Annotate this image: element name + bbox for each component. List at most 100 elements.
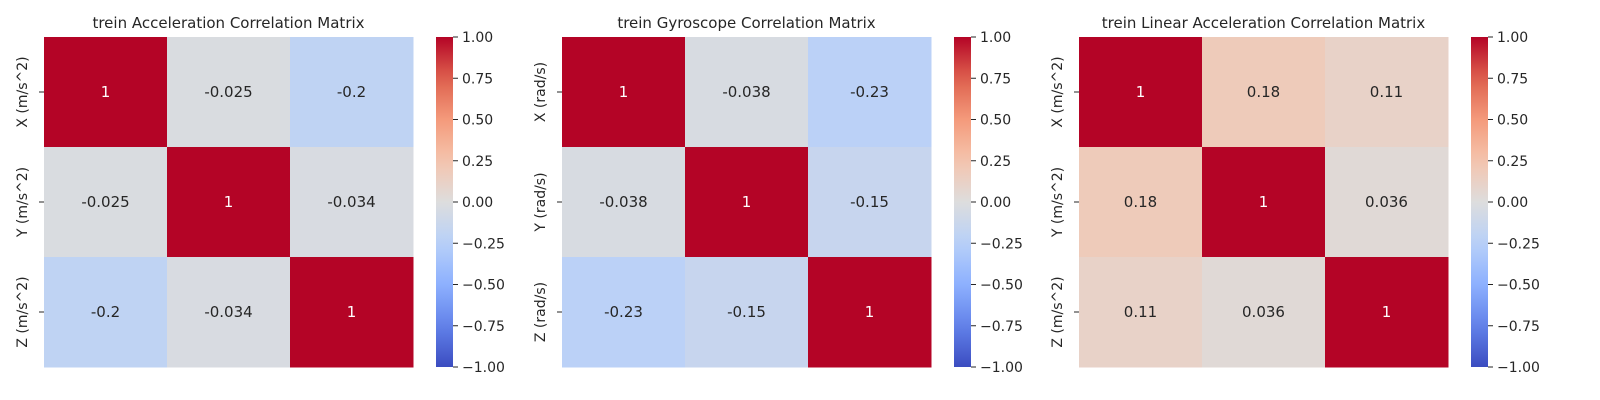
cell-value-label: -0.2 — [337, 83, 366, 101]
colorbar-tick-label: 0.75 — [980, 71, 1011, 87]
cell-value-label: -0.025 — [81, 193, 129, 211]
heatmap-cell — [290, 147, 414, 258]
row-label: Y (m/s^2) — [15, 167, 31, 238]
heatmap-cell — [1202, 257, 1326, 368]
heatmap-cell — [685, 37, 809, 148]
row-label: Z (m/s^2) — [1050, 276, 1066, 347]
cell-value-label: 0.18 — [1247, 83, 1280, 101]
heatmap-cell — [1079, 37, 1203, 148]
colorbar-tick-label: −0.25 — [1497, 236, 1540, 252]
colorbar-tick-label: 1.00 — [462, 30, 493, 46]
cell-value-label: -0.038 — [722, 83, 770, 101]
heatmap-cell — [808, 147, 932, 258]
heatmap-title: trein Gyroscope Correlation Matrix — [617, 14, 875, 32]
cell-value-label: 1 — [865, 303, 875, 321]
colorbar-tick-label: 0.75 — [462, 71, 493, 87]
colorbar-tick-label: 0.25 — [1497, 154, 1528, 170]
cell-value-label: 1 — [1259, 193, 1269, 211]
cell-value-label: -0.15 — [727, 303, 766, 321]
cell-value-label: 0.18 — [1124, 193, 1157, 211]
colorbar — [954, 37, 971, 367]
row-label: Y (rad/s) — [533, 172, 549, 232]
heatmap-title: trein Linear Acceleration Correlation Ma… — [1102, 14, 1426, 32]
heatmap-cell — [1202, 147, 1326, 258]
colorbar-tick-label: −0.25 — [980, 236, 1023, 252]
heatmap-cell — [167, 37, 291, 148]
heatmap-cell — [1079, 257, 1203, 368]
colorbar-tick-label: 0.50 — [462, 113, 493, 129]
cell-value-label: -0.23 — [604, 303, 643, 321]
colorbar-tick-label: 1.00 — [1497, 30, 1528, 46]
colorbar-tick-label: 0.50 — [1497, 113, 1528, 129]
colorbar-tick-label: 0.50 — [980, 113, 1011, 129]
heatmap-cell — [290, 257, 414, 368]
heatmap-cell — [1202, 37, 1326, 148]
cell-value-label: -0.038 — [599, 193, 647, 211]
colorbar-tick-label: −1.00 — [462, 360, 505, 376]
cell-value-label: 1 — [101, 83, 111, 101]
cell-value-label: -0.034 — [327, 193, 375, 211]
heatmap-title: trein Acceleration Correlation Matrix — [92, 14, 364, 32]
colorbar-tick-label: −0.25 — [462, 236, 505, 252]
cell-value-label: -0.2 — [91, 303, 120, 321]
cell-value-label: 1 — [224, 193, 234, 211]
colorbar-tick-label: −0.50 — [1497, 278, 1540, 294]
colorbar-tick-label: 0.25 — [980, 154, 1011, 170]
heatmap-cell — [685, 147, 809, 258]
row-label: X (m/s^2) — [15, 56, 31, 127]
colorbar-tick-label: 0.75 — [1497, 71, 1528, 87]
heatmap-cell — [1079, 147, 1203, 258]
colorbar-tick-label: 0.00 — [980, 195, 1011, 211]
heatmap-panel-2: trein Gyroscope Correlation Matrix 1 -0.03… — [533, 14, 1023, 376]
colorbar-tick-label: −0.75 — [462, 319, 505, 335]
cell-value-label: -0.23 — [850, 83, 889, 101]
heatmap-cell — [167, 147, 291, 258]
heatmap-cell — [44, 37, 168, 148]
heatmap-cell — [562, 37, 686, 148]
cell-value-label: 0.11 — [1124, 303, 1157, 321]
row-label: X (rad/s) — [533, 62, 549, 122]
heatmap-cell — [1325, 147, 1449, 258]
heatmap-cell — [44, 257, 168, 368]
colorbar-tick-label: −1.00 — [980, 360, 1023, 376]
row-label: Y (m/s^2) — [1050, 167, 1066, 238]
cell-value-label: 1 — [1382, 303, 1392, 321]
heatmap-panel-1: trein Acceleration Correlation Matrix 1 -0… — [15, 14, 505, 376]
heatmap-cell — [290, 37, 414, 148]
cell-value-label: 0.036 — [1365, 193, 1408, 211]
cell-value-label: 0.11 — [1370, 83, 1403, 101]
row-label: X (m/s^2) — [1050, 56, 1066, 127]
heatmap-panel-3: trein Linear Acceleration Correlation Ma… — [1050, 14, 1540, 376]
heatmap-cell — [808, 257, 932, 368]
colorbar-tick-label: −0.50 — [980, 278, 1023, 294]
row-label: Z (rad/s) — [533, 282, 549, 342]
colorbar — [436, 37, 453, 367]
colorbar-tick-label: −0.75 — [1497, 319, 1540, 335]
cell-value-label: 1 — [347, 303, 357, 321]
row-label: Z (m/s^2) — [15, 276, 31, 347]
cell-value-label: 0.036 — [1242, 303, 1285, 321]
colorbar — [1471, 37, 1488, 367]
cell-value-label: 1 — [619, 83, 629, 101]
colorbar-tick-label: 0.25 — [462, 154, 493, 170]
cell-value-label: -0.034 — [204, 303, 252, 321]
colorbar-tick-label: −0.75 — [980, 319, 1023, 335]
cell-value-label: 1 — [1136, 83, 1146, 101]
heatmap-cell — [808, 37, 932, 148]
cell-value-label: -0.025 — [204, 83, 252, 101]
colorbar-tick-label: 1.00 — [980, 30, 1011, 46]
heatmap-cell — [167, 257, 291, 368]
heatmap-cell — [1325, 37, 1449, 148]
heatmap-cell — [562, 257, 686, 368]
cell-value-label: 1 — [742, 193, 752, 211]
colorbar-tick-label: −0.50 — [462, 278, 505, 294]
heatmap-cell — [562, 147, 686, 258]
colorbar-tick-label: 0.00 — [462, 195, 493, 211]
heatmap-cell — [685, 257, 809, 368]
heatmap-cell — [44, 147, 168, 258]
cell-value-label: -0.15 — [850, 193, 889, 211]
heatmap-cell — [1325, 257, 1449, 368]
colorbar-tick-label: 0.00 — [1497, 195, 1528, 211]
colorbar-tick-label: −1.00 — [1497, 360, 1540, 376]
